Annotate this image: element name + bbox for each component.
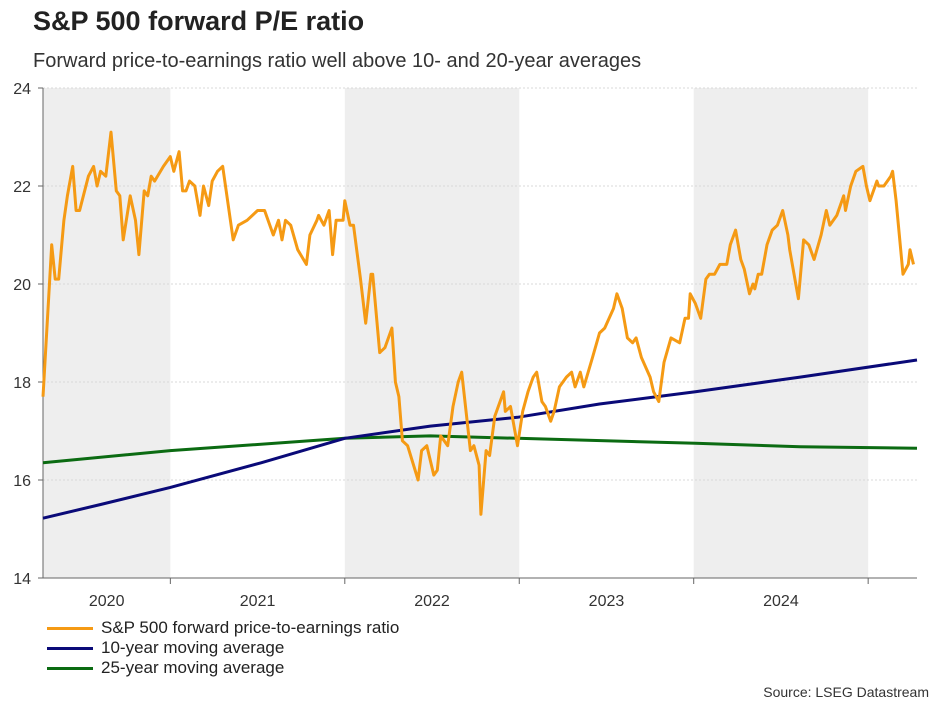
legend-label: 10-year moving average [101, 638, 285, 657]
x-tick-label: 2023 [589, 593, 625, 610]
x-tick-label: 2024 [763, 593, 799, 610]
series-line-0 [41, 130, 915, 516]
legend-item-10y: 10-year moving average [47, 638, 284, 658]
year-band [693, 88, 869, 578]
x-tick-label: 2021 [240, 593, 276, 610]
legend-label: S&P 500 forward price-to-earnings ratio [101, 618, 400, 637]
source-note: Source: LSEG Datastream [763, 684, 929, 700]
y-tick-label: 20 [13, 277, 31, 294]
legend-swatch-10y [47, 646, 93, 650]
y-tick-label: 22 [13, 179, 31, 196]
series-line-2 [42, 434, 918, 465]
legend-item-25y: 25-year moving average [47, 658, 284, 678]
legend-item-pe: S&P 500 forward price-to-earnings ratio [47, 618, 399, 638]
y-tick-label: 14 [13, 571, 31, 588]
series-line-1 [42, 358, 918, 520]
legend-swatch-25y [47, 666, 93, 670]
x-tick-label: 2020 [89, 593, 125, 610]
y-tick-label: 18 [13, 375, 31, 392]
chart-subtitle: Forward price-to-earnings ratio well abo… [33, 50, 642, 72]
chart-title: S&P 500 forward P/E ratio [33, 6, 365, 36]
x-tick-label: 2022 [414, 593, 450, 610]
y-tick-label: 16 [13, 473, 31, 490]
year-band [344, 88, 520, 578]
legend-label: 25-year moving average [101, 658, 285, 677]
y-tick-label: 24 [13, 81, 31, 98]
legend-swatch-pe [47, 626, 93, 630]
